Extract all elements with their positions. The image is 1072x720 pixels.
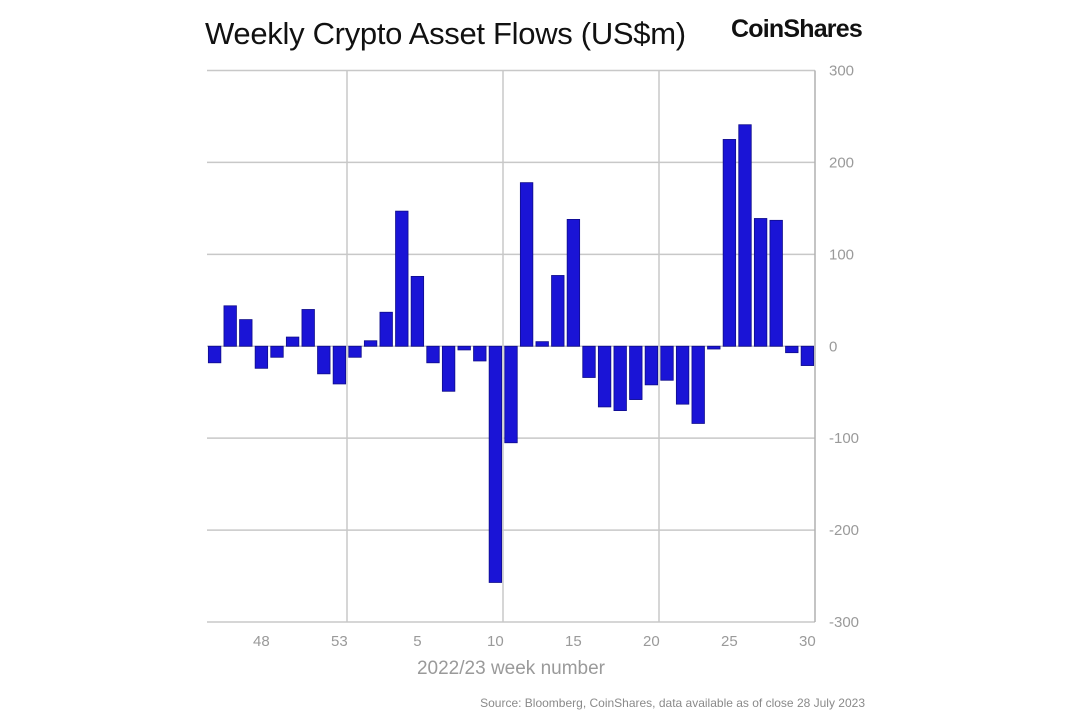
bar-week-47 [239,319,253,347]
bar-week-2 [363,340,378,347]
y-tick-label: 100 [829,246,854,263]
bar-week-14 [551,275,565,347]
coinshares-logo: CoinShares [731,15,863,43]
bar-week-26 [738,124,752,347]
x-tick-label: 30 [799,633,816,650]
bar-week-7 [441,345,456,392]
bar-week-18 [613,345,627,411]
y-tick-label: 200 [829,154,854,171]
bar-week-11 [504,345,518,444]
bar-week-13 [535,341,549,347]
bar-week-30 [800,345,815,366]
x-tick-label: 53 [331,633,348,650]
bar-week-28 [769,219,783,347]
bar-week-27 [753,218,768,347]
y-tick-label: -300 [829,614,859,631]
x-tick-label: 25 [721,633,738,650]
bar-week-5 [410,275,425,347]
bar-week-16 [582,345,596,378]
x-axis-title: 2022/23 week number [417,658,606,679]
x-tick-label: 20 [643,633,660,650]
bar-week-49 [270,345,284,358]
bar-week-6 [426,345,440,364]
x-tick-label: 5 [413,633,421,650]
bar-week-21 [660,345,674,381]
bar-week-52 [317,345,331,375]
bar-week-48 [254,345,269,369]
bar-week-12 [519,182,534,347]
x-tick-label: 48 [253,633,270,650]
bar-week-19 [629,345,643,400]
bar-week-24 [707,345,721,350]
bar-week-17 [597,345,612,408]
y-tick-label: -100 [829,430,859,447]
bar-week-51 [301,309,315,347]
y-tick-label: 0 [829,338,837,355]
chart-title: Weekly Crypto Asset Flows (US$m) [205,16,686,51]
bar-week-50 [285,336,300,347]
bar-week-9 [473,345,487,362]
bar-week-4 [395,210,409,347]
bar-week-53 [332,345,347,385]
source-note: Source: Bloomberg, CoinShares, data avai… [480,696,865,710]
bar-week-1 [348,345,362,358]
bar-week-15 [566,219,581,347]
x-tick-label: 15 [565,633,582,650]
bar-week-10 [488,345,503,583]
x-tick-label: 10 [487,633,504,650]
y-tick-label: -200 [829,522,859,539]
bar-week-46 [223,305,237,347]
bar-week-8 [457,345,471,351]
bar-week-45 [207,345,222,364]
labels-layer: 300 200 100 0 -100 -200 -300 48 53 5 10 15 20 25 30 [253,63,859,651]
bar-week-23 [691,345,705,424]
bar-week-3 [379,311,393,347]
bar-week-20 [644,345,659,386]
bar-week-22 [675,345,690,405]
bar-week-25 [722,139,737,347]
bars-layer [207,124,815,583]
bar-week-29 [785,345,799,354]
y-tick-label: 300 [829,63,854,80]
